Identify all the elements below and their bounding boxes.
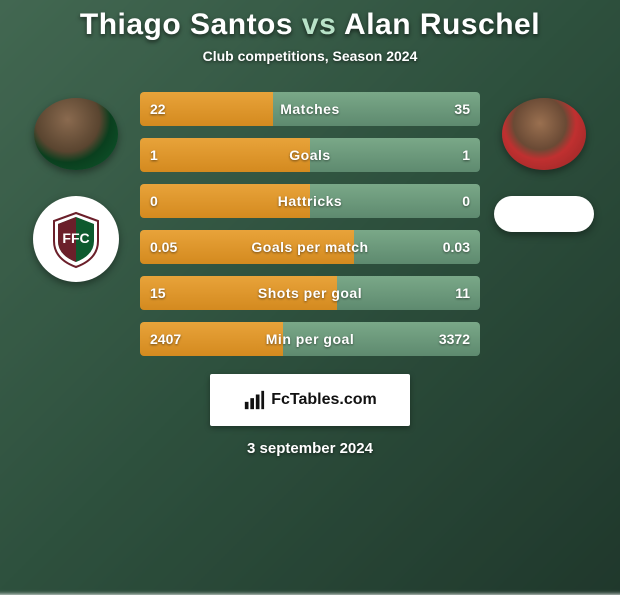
stat-label: Min per goal <box>140 331 480 347</box>
chart-icon <box>243 389 265 411</box>
date-label: 3 september 2024 <box>0 440 620 457</box>
player1-avatar <box>34 98 118 170</box>
stat-overlay: 15Shots per goal11 <box>140 276 480 310</box>
player2-avatar <box>502 98 586 170</box>
stat-row: 22Matches35 <box>140 92 480 126</box>
comparison-body: FFC 22Matches35 1Goals1 0Hattricks0 0.05Goa… <box>0 92 620 356</box>
stat-label: Goals <box>140 147 480 163</box>
player2-name: Alan Ruschel <box>344 8 540 41</box>
stat-overlay: 0Hattricks0 <box>140 184 480 218</box>
stat-bars: 22Matches35 1Goals1 0Hattricks0 0.05Goals p… <box>140 92 480 356</box>
comparison-card: Thiago Santos vs Alan Ruschel Club compe… <box>0 0 620 580</box>
vs-label: vs <box>302 8 336 41</box>
stat-label: Hattricks <box>140 193 480 209</box>
right-column <box>494 92 594 356</box>
stat-row: 1Goals1 <box>140 138 480 172</box>
stat-row: 0.05Goals per match0.03 <box>140 230 480 264</box>
stat-row: 2407Min per goal3372 <box>140 322 480 356</box>
stat-label: Matches <box>140 101 480 117</box>
svg-text:FFC: FFC <box>62 230 89 246</box>
brand-badge: FcTables.com <box>210 374 410 426</box>
page-title: Thiago Santos vs Alan Ruschel <box>0 8 620 42</box>
stat-label: Shots per goal <box>140 285 480 301</box>
stat-row: 15Shots per goal11 <box>140 276 480 310</box>
stat-overlay: 0.05Goals per match0.03 <box>140 230 480 264</box>
stat-overlay: 2407Min per goal3372 <box>140 322 480 356</box>
stat-overlay: 1Goals1 <box>140 138 480 172</box>
stat-label: Goals per match <box>140 239 480 255</box>
left-column: FFC <box>26 92 126 356</box>
player1-name: Thiago Santos <box>80 8 293 41</box>
shield-icon: FFC <box>46 209 106 269</box>
stat-row: 0Hattricks0 <box>140 184 480 218</box>
stat-overlay: 22Matches35 <box>140 92 480 126</box>
team1-logo: FFC <box>33 196 119 282</box>
subtitle: Club competitions, Season 2024 <box>0 48 620 64</box>
team2-logo <box>494 196 594 232</box>
brand-text: FcTables.com <box>271 391 377 409</box>
